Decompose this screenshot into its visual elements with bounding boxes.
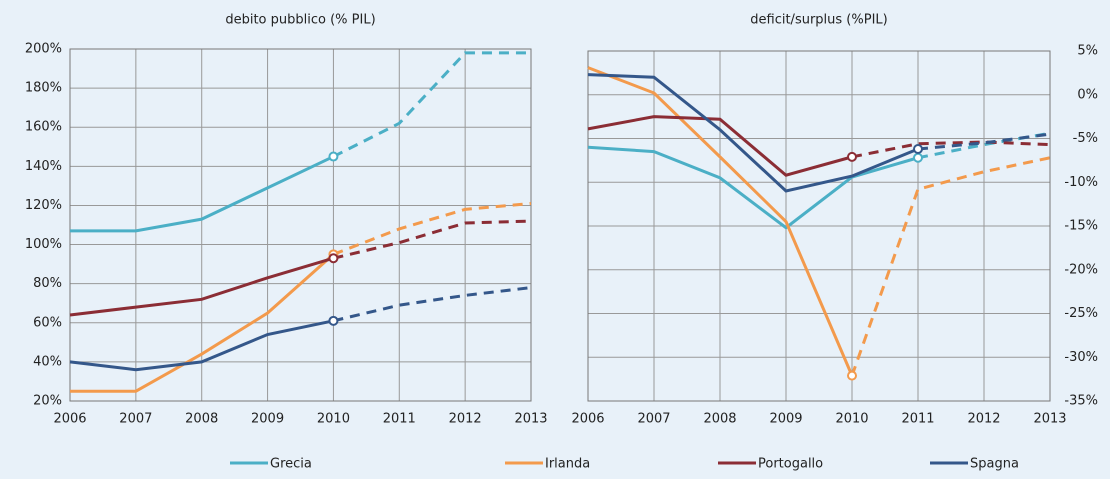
x-tick-label: 2007 [637,412,670,427]
x-tick-label: 2006 [53,412,86,427]
forecast-line [333,219,532,260]
y-tick-label: 200% [25,42,62,57]
y-tick-label: 120% [25,198,62,213]
x-tick-label: 2013 [1033,412,1066,427]
x-tick-label: 2008 [703,412,736,427]
chart-title: debito pubblico (% PIL) [225,13,375,28]
y-tick-label: -5% [1073,131,1098,146]
x-tick-label: 2012 [449,412,482,427]
legend-label: Grecia [270,457,312,472]
series-line [69,256,334,317]
x-tick-label: 2013 [514,412,547,427]
series-line [70,253,335,393]
plot-border [69,48,532,402]
y-tick-label: 180% [25,81,62,96]
forecast-line [332,201,532,256]
series-line [70,155,335,233]
x-tick-label: 2012 [967,412,1000,427]
series-line [587,145,919,230]
y-tick-label: -35% [1064,394,1098,409]
y-tick-label: -25% [1064,306,1098,321]
series-line [587,73,919,193]
marker [847,370,857,381]
series-line [69,319,334,372]
marker [847,151,857,162]
series-line [587,115,853,177]
y-tick-label: 140% [25,159,62,174]
marker [328,253,339,264]
y-tick-label: -10% [1064,175,1098,190]
legend-label: Portogallo [758,457,823,472]
forecast-line [851,140,1051,159]
x-tick-label: 2011 [901,412,934,427]
forecast-line [332,51,531,158]
y-tick-label: 160% [25,120,62,135]
marker [328,315,339,326]
x-tick-label: 2009 [251,412,284,427]
y-tick-label: 40% [33,354,62,369]
marker [328,151,339,162]
forecast-line [850,156,1051,377]
y-tick-label: -30% [1064,350,1098,365]
x-tick-label: 2009 [769,412,802,427]
y-tick-label: -15% [1064,219,1098,234]
x-tick-label: 2008 [185,412,218,427]
y-tick-label: 0% [1077,87,1098,102]
y-tick-label: 20% [33,394,62,409]
series-line [587,66,854,377]
y-tick-label: 100% [25,237,62,252]
legend-label: Irlanda [545,457,590,472]
x-tick-label: 2010 [835,412,868,427]
marker [913,152,923,163]
forecast-line [917,132,1051,151]
x-tick-label: 2007 [119,412,152,427]
legend-label: Spagna [970,457,1019,472]
forecast-line [333,286,532,323]
x-tick-label: 2006 [571,412,604,427]
marker [913,144,923,154]
y-tick-label: 60% [33,315,62,330]
plot-border [587,50,1051,402]
x-tick-label: 2011 [383,412,416,427]
chart-title: deficit/surplus (%PIL) [750,13,887,28]
y-tick-label: 80% [33,276,62,291]
y-tick-label: -20% [1064,262,1098,277]
y-tick-label: 5% [1077,44,1098,59]
x-tick-label: 2010 [317,412,350,427]
